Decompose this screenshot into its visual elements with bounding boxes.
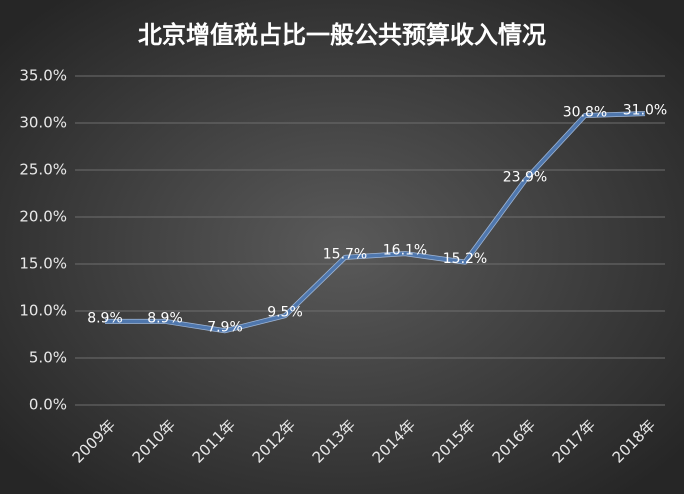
y-tick-label: 0.0% [29,396,67,414]
y-tick-label: 15.0% [19,255,67,273]
y-tick-label: 10.0% [19,302,67,320]
value-label: 16.1% [383,243,427,259]
y-tick-label: 30.0% [19,114,67,132]
line [105,111,646,333]
value-label: 9.5% [267,305,303,321]
y-tick-label: 20.0% [19,208,67,226]
chart-title: 北京增值税占比一般公共预算收入情况 [138,21,546,49]
value-label: 15.2% [443,251,487,267]
value-label: 30.8% [563,104,607,120]
value-label: 15.7% [323,246,367,262]
value-label: 7.9% [207,320,243,336]
value-label: 8.9% [87,310,123,326]
value-label: 31.0% [623,103,667,119]
y-tick-label: 35.0% [19,67,67,85]
y-tick-label: 25.0% [19,161,67,179]
y-tick-label: 5.0% [29,349,67,367]
value-label: 23.9% [503,169,547,185]
value-label: 8.9% [147,310,183,326]
